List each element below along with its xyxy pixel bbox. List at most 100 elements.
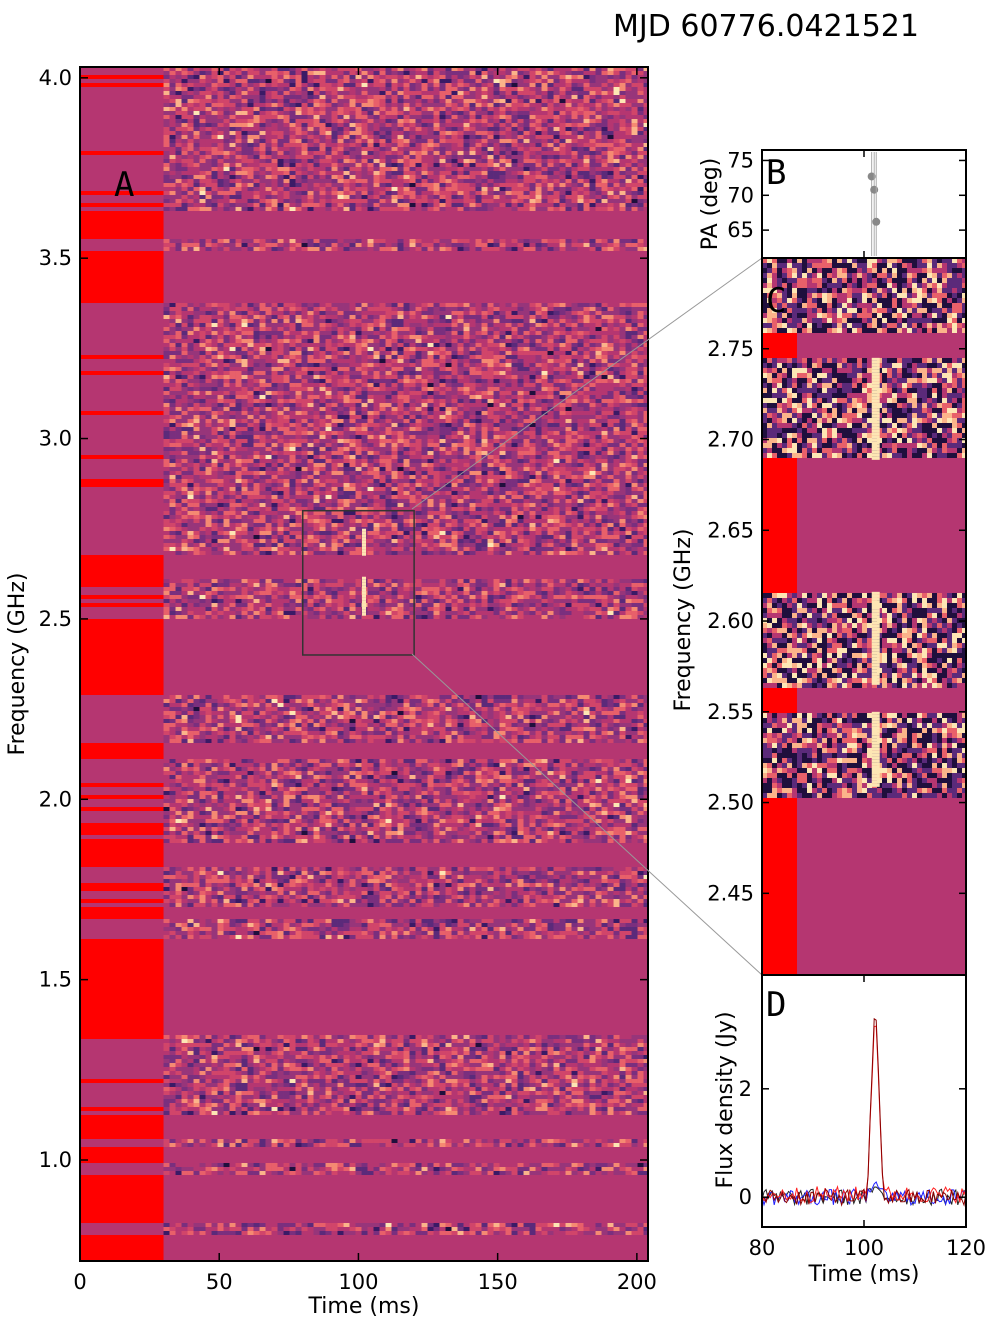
noise-cell bbox=[397, 307, 404, 311]
noise-cell bbox=[331, 91, 338, 95]
noise-cell bbox=[181, 347, 188, 351]
noise-cell bbox=[247, 339, 254, 343]
noise-cell bbox=[277, 315, 284, 319]
noise-cell bbox=[571, 175, 578, 179]
noise-cell bbox=[637, 147, 644, 151]
noise-cell bbox=[403, 375, 410, 379]
noise-cell bbox=[445, 319, 452, 323]
noise-cell bbox=[229, 143, 236, 147]
noise-cell bbox=[541, 363, 548, 367]
noise-cell bbox=[457, 187, 464, 191]
noise-cell bbox=[475, 343, 482, 347]
noise-cell bbox=[181, 155, 188, 159]
noise-cell bbox=[469, 387, 476, 391]
noise-cell bbox=[475, 347, 482, 351]
noise-cell bbox=[553, 171, 560, 175]
noise-cell bbox=[367, 359, 374, 363]
noise-cell bbox=[409, 383, 416, 387]
noise-cell bbox=[595, 359, 602, 363]
noise-cell bbox=[565, 327, 572, 331]
noise-cell bbox=[433, 191, 440, 195]
noise-cell bbox=[361, 163, 368, 167]
noise-cell bbox=[235, 159, 242, 163]
noise-cell bbox=[319, 127, 326, 131]
noise-cell bbox=[643, 379, 648, 383]
noise-cell bbox=[421, 379, 428, 383]
noise-cell bbox=[367, 71, 374, 75]
noise-cell bbox=[589, 371, 596, 375]
noise-cell bbox=[355, 167, 362, 171]
noise-cell bbox=[517, 147, 524, 151]
noise-cell bbox=[469, 131, 476, 135]
noise-cell bbox=[349, 159, 356, 163]
noise-cell bbox=[205, 383, 212, 387]
noise-cell bbox=[295, 91, 302, 95]
noise-cell bbox=[529, 79, 536, 83]
noise-cell bbox=[535, 115, 542, 119]
noise-cell bbox=[451, 111, 458, 115]
noise-cell bbox=[163, 327, 170, 331]
noise-cell bbox=[541, 319, 548, 323]
noise-cell bbox=[475, 339, 482, 343]
noise-cell bbox=[343, 195, 350, 199]
noise-cell bbox=[559, 107, 566, 111]
noise-cell bbox=[511, 147, 518, 151]
noise-cell bbox=[619, 351, 626, 355]
noise-cell bbox=[499, 363, 506, 367]
noise-cell bbox=[607, 87, 614, 91]
noise-cell bbox=[301, 303, 308, 307]
noise-cell bbox=[229, 67, 236, 71]
noise-cell bbox=[169, 139, 176, 143]
noise-cell bbox=[241, 323, 248, 327]
noise-cell bbox=[409, 163, 416, 167]
noise-cell bbox=[463, 127, 470, 131]
noise-cell bbox=[259, 175, 266, 179]
noise-cell bbox=[511, 247, 518, 251]
noise-cell bbox=[445, 135, 452, 139]
noise-cell bbox=[199, 359, 206, 363]
noise-cell bbox=[229, 247, 236, 251]
noise-cell bbox=[205, 175, 212, 179]
noise-cell bbox=[625, 203, 632, 207]
noise-cell bbox=[637, 207, 644, 211]
noise-cell bbox=[361, 355, 368, 359]
noise-cell bbox=[349, 307, 356, 311]
noise-cell bbox=[253, 323, 260, 327]
noise-cell bbox=[247, 163, 254, 167]
noise-cell bbox=[433, 67, 440, 71]
noise-cell bbox=[367, 363, 374, 367]
noise-cell bbox=[385, 331, 392, 335]
noise-cell bbox=[211, 195, 218, 199]
noise-cell bbox=[487, 347, 494, 351]
noise-cell bbox=[277, 191, 284, 195]
noise-cell bbox=[211, 335, 218, 339]
noise-cell bbox=[319, 79, 326, 83]
noise-cell bbox=[361, 99, 368, 103]
noise-cell bbox=[625, 359, 632, 363]
noise-cell bbox=[415, 323, 422, 327]
noise-cell bbox=[277, 147, 284, 151]
noise-cell bbox=[475, 87, 482, 91]
noise-cell bbox=[451, 323, 458, 327]
noise-cell bbox=[583, 339, 590, 343]
noise-cell bbox=[607, 71, 614, 75]
noise-cell bbox=[271, 303, 278, 307]
noise-cell bbox=[619, 239, 626, 243]
noise-cell bbox=[403, 311, 410, 315]
noise-cell bbox=[199, 383, 206, 387]
waterfall-a bbox=[80, 67, 648, 1261]
noise-cell bbox=[499, 167, 506, 171]
noise-cell bbox=[337, 179, 344, 183]
noise-cell bbox=[487, 203, 494, 207]
noise-cell bbox=[265, 171, 272, 175]
noise-cell bbox=[565, 87, 572, 91]
noise-cell bbox=[445, 207, 452, 211]
noise-cell bbox=[481, 71, 488, 75]
noise-cell bbox=[361, 87, 368, 91]
noise-cell bbox=[385, 143, 392, 147]
noise-cell bbox=[535, 155, 542, 159]
noise-cell bbox=[307, 303, 314, 307]
noise-cell bbox=[343, 99, 350, 103]
noise-cell bbox=[631, 115, 638, 119]
noise-cell bbox=[505, 371, 512, 375]
